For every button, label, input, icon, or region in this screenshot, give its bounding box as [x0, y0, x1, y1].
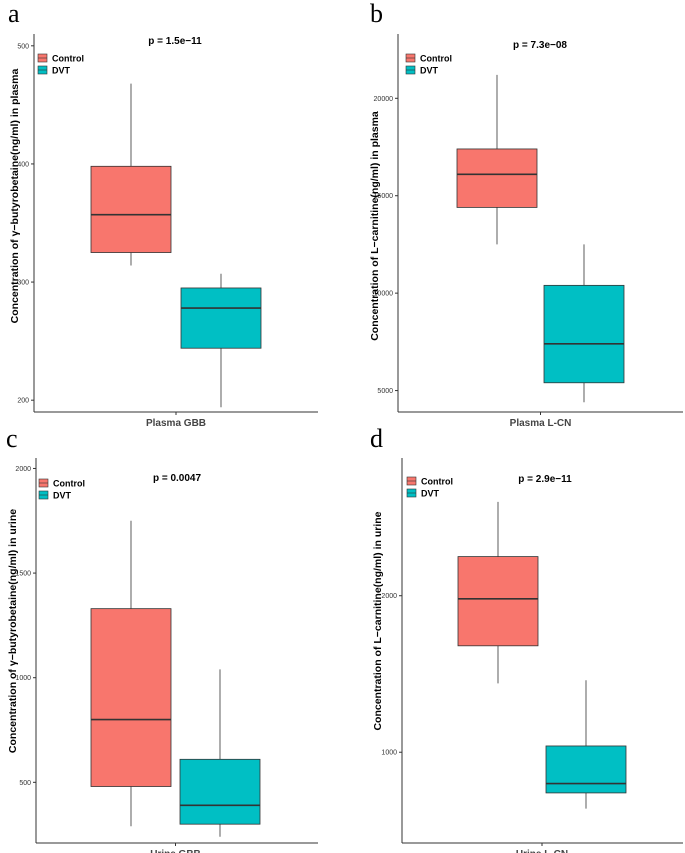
y-tick-label-b: 5000 — [377, 388, 393, 395]
y-tick-label-c: 2000 — [15, 466, 31, 473]
x-tick-label-c: Urine GBB — [150, 849, 201, 853]
y-tick-label-b: 15000 — [374, 193, 394, 200]
panel-letter-d: d — [370, 424, 383, 453]
p-value-b: p = 7.3e−08 — [513, 40, 567, 51]
p-value-a: p = 1.5e−11 — [148, 36, 202, 47]
y-axis-title-d: Concentration of L−carnitine(ng/ml) in u… — [372, 511, 384, 730]
legend-label-control-d: Control — [421, 477, 453, 487]
y-tick-label-d: 1000 — [381, 750, 397, 757]
y-tick-label-c: 500 — [19, 780, 31, 787]
box-control-b — [456, 148, 538, 208]
x-tick-label-b: Plasma L-CN — [510, 418, 572, 429]
legend-label-dvt-c: DVT — [53, 491, 72, 501]
y-tick-label-a: 200 — [17, 398, 29, 405]
y-axis-title-b: Concentration of L−carnitine(ng/ml) in p… — [369, 111, 381, 341]
legend-label-dvt-b: DVT — [420, 66, 439, 76]
panel-letter-b: b — [370, 0, 383, 28]
y-tick-label-c: 1500 — [15, 571, 31, 578]
y-tick-label-a: 400 — [17, 161, 29, 168]
y-tick-label-a: 500 — [17, 43, 29, 50]
legend-label-dvt-a: DVT — [52, 66, 71, 76]
panel-letter-a: a — [8, 0, 20, 28]
y-tick-label-b: 20000 — [374, 96, 394, 103]
box-dvt-c — [179, 758, 261, 825]
y-tick-label-a: 300 — [17, 280, 29, 287]
y-axis-title-c: Concentration of γ−butyrobetaine(ng/ml) … — [7, 509, 19, 753]
box-dvt-b — [543, 284, 625, 384]
box-control-d — [457, 556, 539, 647]
y-axis-title-a: Concentration of γ−butyrobetaine(ng/ml) … — [9, 69, 21, 324]
box-control-c — [90, 608, 172, 787]
p-value-c: p = 0.0047 — [153, 473, 202, 484]
legend-label-dvt-d: DVT — [421, 489, 440, 499]
y-tick-label-d: 2000 — [381, 593, 397, 600]
p-value-d: p = 2.9e−11 — [518, 474, 572, 485]
box-dvt-d — [545, 745, 627, 794]
x-tick-label-d: Urine L-CN — [516, 849, 568, 853]
legend-label-control-c: Control — [53, 479, 85, 489]
legend-label-control-a: Control — [52, 54, 84, 64]
panel-letter-c: c — [6, 424, 18, 453]
box-control-a — [90, 165, 172, 253]
legend-label-control-b: Control — [420, 54, 452, 64]
y-tick-label-b: 10000 — [374, 291, 394, 298]
box-dvt-a — [180, 287, 262, 349]
y-tick-label-c: 1000 — [15, 675, 31, 682]
x-tick-label-a: Plasma GBB — [146, 418, 206, 429]
